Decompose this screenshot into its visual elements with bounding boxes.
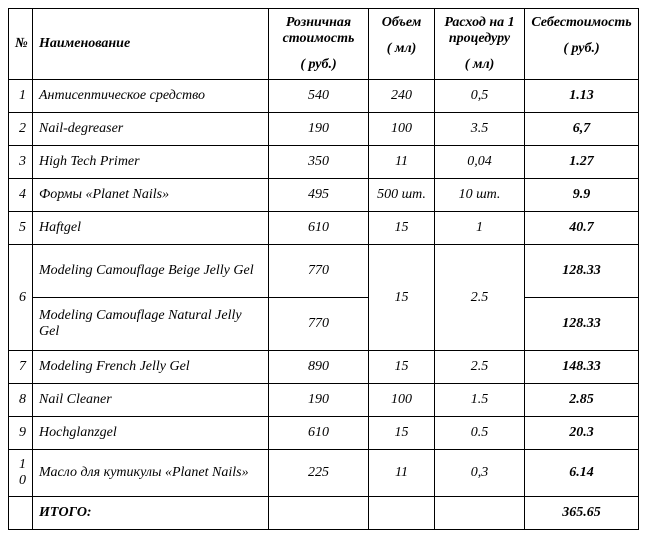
- table-row: 2 Nail-degreaser 190 100 3.5 6,7: [9, 113, 639, 146]
- cell-price: 225: [269, 450, 369, 497]
- header-price-unit: ( руб.): [275, 57, 362, 73]
- cell-cons: 0,3: [435, 450, 525, 497]
- cell-price: 540: [269, 80, 369, 113]
- cell-volume: 100: [369, 384, 435, 417]
- cell-volume: 11: [369, 450, 435, 497]
- cell-price: [269, 497, 369, 530]
- cell-volume: 240: [369, 80, 435, 113]
- cell-num: 9: [9, 417, 33, 450]
- total-cost: 365.65: [525, 497, 639, 530]
- table-row: 4 Формы «Planet Nails» 495 500 шт. 10 шт…: [9, 179, 639, 212]
- header-price: Розничная стоимость ( руб.): [269, 9, 369, 80]
- cell-cons: 3.5: [435, 113, 525, 146]
- cell-price: 495: [269, 179, 369, 212]
- cell-cons: 0.5: [435, 417, 525, 450]
- table-row: 1 Антисептическое средство 540 240 0,5 1…: [9, 80, 639, 113]
- cell-num: 10: [9, 450, 33, 497]
- cell-volume: 500 шт.: [369, 179, 435, 212]
- cell-cost: 148.33: [525, 351, 639, 384]
- cell-name: Hochglanzgel: [33, 417, 269, 450]
- table-row: 7 Modeling French Jelly Gel 890 15 2.5 1…: [9, 351, 639, 384]
- cost-table: № Наименование Розничная стоимость ( руб…: [8, 8, 639, 530]
- cell-name: Антисептическое средство: [33, 80, 269, 113]
- cell-num: 8: [9, 384, 33, 417]
- table-row: 5 Haftgel 610 15 1 40.7: [9, 212, 639, 245]
- cell-cost: 20.3: [525, 417, 639, 450]
- total-row: ИТОГО: 365.65: [9, 497, 639, 530]
- cell-name: Nail Cleaner: [33, 384, 269, 417]
- cell-name: Масло для кутикулы «Planet Nails»: [33, 450, 269, 497]
- cell-name: Modeling Camouflage Natural Jelly Gel: [33, 298, 269, 351]
- cell-num: 3: [9, 146, 33, 179]
- table-row: Modeling Camouflage Natural Jelly Gel 77…: [9, 298, 639, 351]
- header-price-label: Розничная стоимость: [283, 15, 355, 46]
- cell-cons: [435, 497, 525, 530]
- cell-name: Формы «Planet Nails»: [33, 179, 269, 212]
- cell-cost: 2.85: [525, 384, 639, 417]
- total-label: ИТОГО:: [33, 497, 269, 530]
- cell-volume: 15: [369, 351, 435, 384]
- header-num: №: [9, 9, 33, 80]
- cell-name: Modeling Camouflage Beige Jelly Gel: [33, 245, 269, 298]
- table-row: 6 Modeling Camouflage Beige Jelly Gel 77…: [9, 245, 639, 298]
- header-cost-unit: ( руб.): [531, 41, 632, 57]
- cell-volume: 15: [369, 212, 435, 245]
- cell-cost: 1.13: [525, 80, 639, 113]
- cell-cons: 1.5: [435, 384, 525, 417]
- cell-cost: 128.33: [525, 298, 639, 351]
- cell-volume: [369, 497, 435, 530]
- cell-price: 770: [269, 245, 369, 298]
- header-cons-unit: ( мл): [441, 57, 518, 73]
- cell-cons: 1: [435, 212, 525, 245]
- cell-name: Nail-degreaser: [33, 113, 269, 146]
- cell-price: 770: [269, 298, 369, 351]
- cell-cons: 0,04: [435, 146, 525, 179]
- header-volume: Объем ( мл): [369, 9, 435, 80]
- cell-price: 350: [269, 146, 369, 179]
- header-cost-label: Себестоимость: [531, 15, 631, 30]
- cell-volume: 100: [369, 113, 435, 146]
- cell-cost: 128.33: [525, 245, 639, 298]
- header-volume-unit: ( мл): [375, 41, 428, 57]
- cell-cons: 0,5: [435, 80, 525, 113]
- cell-volume: 15: [369, 417, 435, 450]
- table-row: 8 Nail Cleaner 190 100 1.5 2.85: [9, 384, 639, 417]
- table-row: 3 High Tech Primer 350 11 0,04 1.27: [9, 146, 639, 179]
- header-row: № Наименование Розничная стоимость ( руб…: [9, 9, 639, 80]
- cell-num: 7: [9, 351, 33, 384]
- cell-num: 1: [9, 80, 33, 113]
- header-cons-label: Расход на 1 процедуру: [444, 15, 514, 46]
- cell-price: 890: [269, 351, 369, 384]
- cell-num: 2: [9, 113, 33, 146]
- header-name: Наименование: [33, 9, 269, 80]
- cell-num: [9, 497, 33, 530]
- cell-cons: 2.5: [435, 245, 525, 351]
- cell-cost: 1.27: [525, 146, 639, 179]
- cell-cons: 10 шт.: [435, 179, 525, 212]
- cell-name: High Tech Primer: [33, 146, 269, 179]
- cell-price: 190: [269, 113, 369, 146]
- cell-volume: 11: [369, 146, 435, 179]
- cell-volume: 15: [369, 245, 435, 351]
- header-cons: Расход на 1 процедуру ( мл): [435, 9, 525, 80]
- cell-cost: 6,7: [525, 113, 639, 146]
- cell-price: 190: [269, 384, 369, 417]
- cell-name: Haftgel: [33, 212, 269, 245]
- table-row: 9 Hochglanzgel 610 15 0.5 20.3: [9, 417, 639, 450]
- cell-price: 610: [269, 417, 369, 450]
- cell-price: 610: [269, 212, 369, 245]
- cell-name: Modeling French Jelly Gel: [33, 351, 269, 384]
- table-row: 10 Масло для кутикулы «Planet Nails» 225…: [9, 450, 639, 497]
- cell-num: 5: [9, 212, 33, 245]
- header-cost: Себестоимость ( руб.): [525, 9, 639, 80]
- cell-cost: 40.7: [525, 212, 639, 245]
- cell-cost: 9.9: [525, 179, 639, 212]
- cell-num: 4: [9, 179, 33, 212]
- cell-cons: 2.5: [435, 351, 525, 384]
- cell-num: 6: [9, 245, 33, 351]
- cell-cost: 6.14: [525, 450, 639, 497]
- header-volume-label: Объем: [382, 15, 422, 30]
